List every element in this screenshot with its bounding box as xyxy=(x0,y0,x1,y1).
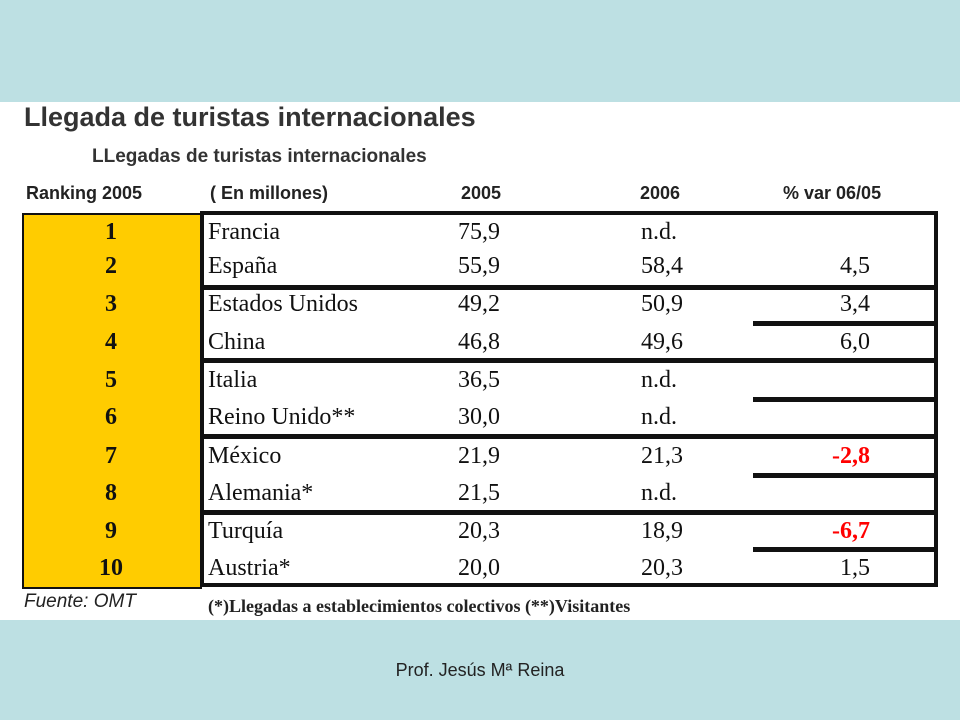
value-2005-cell: 49,2 xyxy=(458,291,500,317)
variation-cell: 3,4 xyxy=(840,291,870,317)
variation-cell xyxy=(760,214,870,250)
var-separator xyxy=(753,473,938,478)
header-ranking: Ranking 2005 xyxy=(26,183,143,203)
country-cell: México xyxy=(208,443,282,469)
rank-cell: 7 xyxy=(105,443,117,469)
row-separator xyxy=(200,285,938,290)
value-2006-cell: 21,3 xyxy=(641,443,683,469)
rank-cell: 2 xyxy=(105,253,117,279)
value-2006-cell: 49,6 xyxy=(641,329,683,355)
table-subtitle: LLegadas de turistas internacionales xyxy=(92,146,427,167)
variation-cell xyxy=(760,399,870,435)
rank-cell: 3 xyxy=(105,291,117,317)
value-2005-cell: 30,0 xyxy=(458,404,500,430)
country-cell: Italia xyxy=(208,367,258,393)
var-separator xyxy=(753,547,938,552)
rank-column-highlight xyxy=(22,213,202,589)
value-2005-cell: 55,9 xyxy=(458,253,500,279)
value-2006-cell: 18,9 xyxy=(641,518,683,544)
author-footer: Prof. Jesús Mª Reina xyxy=(395,660,565,680)
country-cell: Alemania* xyxy=(208,480,314,506)
source-note: Fuente: OMT xyxy=(24,591,136,612)
value-2006-cell: 58,4 xyxy=(641,253,683,279)
country-cell: Austria* xyxy=(208,555,291,581)
rank-cell: 10 xyxy=(99,555,123,581)
variation-cell xyxy=(760,362,870,398)
variation-cell: 1,5 xyxy=(840,555,870,581)
rank-cell: 9 xyxy=(105,518,117,544)
value-2006-cell: n.d. xyxy=(641,219,677,245)
country-cell: China xyxy=(208,329,266,355)
row-separator xyxy=(200,358,938,363)
value-2005-cell: 20,3 xyxy=(458,518,500,544)
header-2006: 2006 xyxy=(640,183,681,203)
page-title: Llegada de turistas internacionales xyxy=(24,102,476,132)
rank-cell: 5 xyxy=(105,367,117,393)
header-unit: ( En millones) xyxy=(210,183,329,203)
rank-cell: 4 xyxy=(105,329,117,355)
country-cell: Reino Unido** xyxy=(208,404,356,430)
variation-cell: 4,5 xyxy=(840,253,870,279)
footnote: (*)Llegadas a establecimientos colectivo… xyxy=(208,596,631,616)
value-2006-cell: 50,9 xyxy=(641,291,683,317)
value-2005-cell: 20,0 xyxy=(458,555,500,581)
value-2006-cell: n.d. xyxy=(641,367,677,393)
value-2005-cell: 21,9 xyxy=(458,443,500,469)
header-2005: 2005 xyxy=(461,183,502,203)
country-cell: Estados Unidos xyxy=(208,291,358,317)
value-2006-cell: 20,3 xyxy=(641,555,683,581)
value-2005-cell: 36,5 xyxy=(458,367,500,393)
row-separator xyxy=(200,434,938,439)
country-cell: España xyxy=(208,253,278,279)
variation-cell xyxy=(760,475,870,511)
var-separator xyxy=(753,397,938,402)
country-cell: Francia xyxy=(208,219,280,245)
country-cell: Turquía xyxy=(208,518,284,544)
value-2005-cell: 46,8 xyxy=(458,329,500,355)
value-2005-cell: 21,5 xyxy=(458,480,500,506)
variation-cell: -2,8 xyxy=(832,443,870,469)
value-2005-cell: 75,9 xyxy=(458,219,500,245)
rank-cell: 1 xyxy=(105,219,117,245)
variation-cell: 6,0 xyxy=(840,329,870,355)
value-2006-cell: n.d. xyxy=(641,404,677,430)
row-separator xyxy=(200,510,938,515)
value-2006-cell: n.d. xyxy=(641,480,677,506)
var-separator xyxy=(753,321,938,326)
variation-cell: -6,7 xyxy=(832,518,870,544)
header-var: % var 06/05 xyxy=(783,183,882,203)
rank-cell: 8 xyxy=(105,480,117,506)
rank-cell: 6 xyxy=(105,404,117,430)
